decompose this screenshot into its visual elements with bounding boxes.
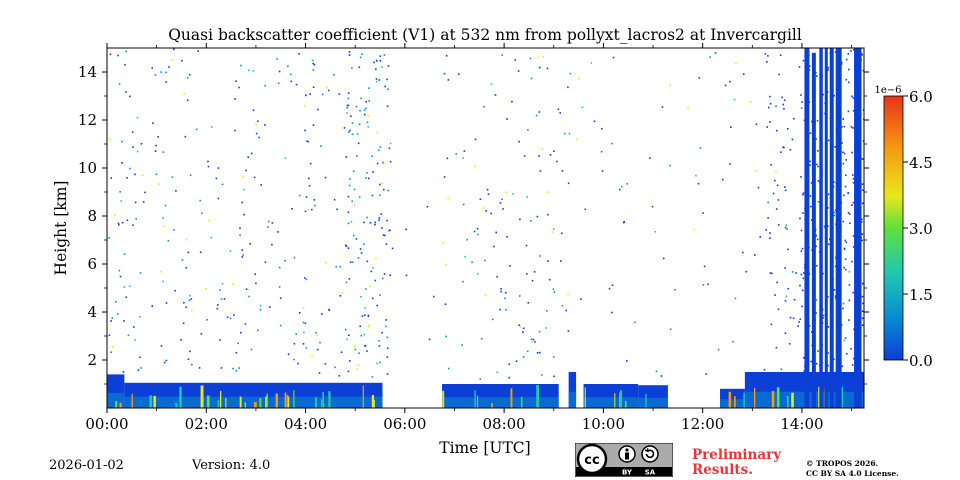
license-by-label: BY	[622, 469, 633, 477]
footer-version: Version: 4.0	[192, 458, 271, 473]
cloud-column	[819, 48, 823, 408]
colorbar-ticks: 0.0 1.5 3.0 4.5 6.0	[903, 88, 933, 370]
late-signal-speckles	[763, 49, 864, 373]
y-tick-label: 6	[87, 255, 97, 273]
y-tick-label: 2	[87, 351, 97, 369]
x-tick-label: 02:00	[185, 415, 228, 433]
boundary-layer-inner	[442, 397, 559, 408]
colorbar-tick-label: 6.0	[909, 88, 933, 106]
preliminary-results-note: Preliminary Results.	[692, 448, 781, 478]
x-tick-label: 00:00	[85, 415, 128, 433]
footer-date: 2026-01-02	[49, 458, 124, 473]
y-tick-label: 8	[87, 207, 97, 225]
license-sa-label: SA	[645, 469, 656, 477]
y-tick-label: 4	[87, 303, 97, 321]
colorbar	[884, 96, 903, 360]
x-tick-label: 10:00	[582, 415, 625, 433]
preliminary-label: Preliminary	[692, 447, 782, 463]
cloud-column	[835, 48, 842, 408]
cloud-column	[854, 48, 862, 408]
boundary-layer-inner	[568, 391, 577, 408]
person-icon	[618, 445, 636, 463]
y-tick-label: 14	[78, 63, 97, 81]
cloud-column	[824, 48, 828, 408]
results-label: Results.	[692, 462, 753, 478]
copyright-label: © TROPOS 2026.	[806, 459, 879, 468]
plot-frame	[106, 47, 865, 409]
x-tick-label: 14:00	[780, 415, 823, 433]
x-axis: 00:00 02:00 04:00 06:00 08:00 10:00 12:00 14:00	[85, 43, 852, 433]
y-axis: 2 4 6 8 10 12 14	[78, 63, 869, 385]
colorbar-tick-label: 4.5	[909, 154, 933, 172]
boundary-layer-inner	[583, 397, 639, 408]
cloud-column	[811, 52, 816, 408]
noise-speckles	[108, 48, 864, 381]
colorbar-tick-label: 0.0	[909, 352, 933, 370]
copyright-note: © TROPOS 2026. CC BY SA 4.0 License.	[806, 459, 899, 479]
svg-text:cc: cc	[584, 453, 599, 468]
cc-license-badge[interactable]: cc BY SA	[575, 443, 673, 477]
boundary-layer-inner	[124, 396, 383, 408]
y-tick-label: 12	[78, 111, 97, 129]
cloud-column	[829, 48, 834, 408]
cloud-column	[804, 48, 810, 408]
x-tick-label: 06:00	[383, 415, 426, 433]
cc-license-icon	[576, 443, 608, 475]
boundary-layer-band	[568, 372, 577, 408]
chart-title: Quasi backscatter coefficient (V1) at 53…	[168, 26, 802, 44]
x-tick-label: 08:00	[482, 415, 525, 433]
boundary-layer-inner	[638, 397, 668, 408]
colorbar-tick-label: 3.0	[909, 220, 933, 238]
colorbar-scale-label: 1e−6	[874, 85, 901, 96]
colorbar-tick-label: 1.5	[909, 286, 933, 304]
x-tick-label: 04:00	[284, 415, 327, 433]
license-text-label: CC BY SA 4.0 License.	[806, 469, 899, 478]
heatmap-data	[107, 48, 864, 408]
x-axis-label: Time [UTC]	[439, 439, 530, 457]
y-tick-label: 10	[78, 159, 97, 177]
share-alike-icon	[641, 445, 659, 463]
x-tick-label: 12:00	[681, 415, 724, 433]
boundary-layer-inner	[720, 399, 745, 408]
y-axis-label: Height [km]	[52, 181, 70, 276]
